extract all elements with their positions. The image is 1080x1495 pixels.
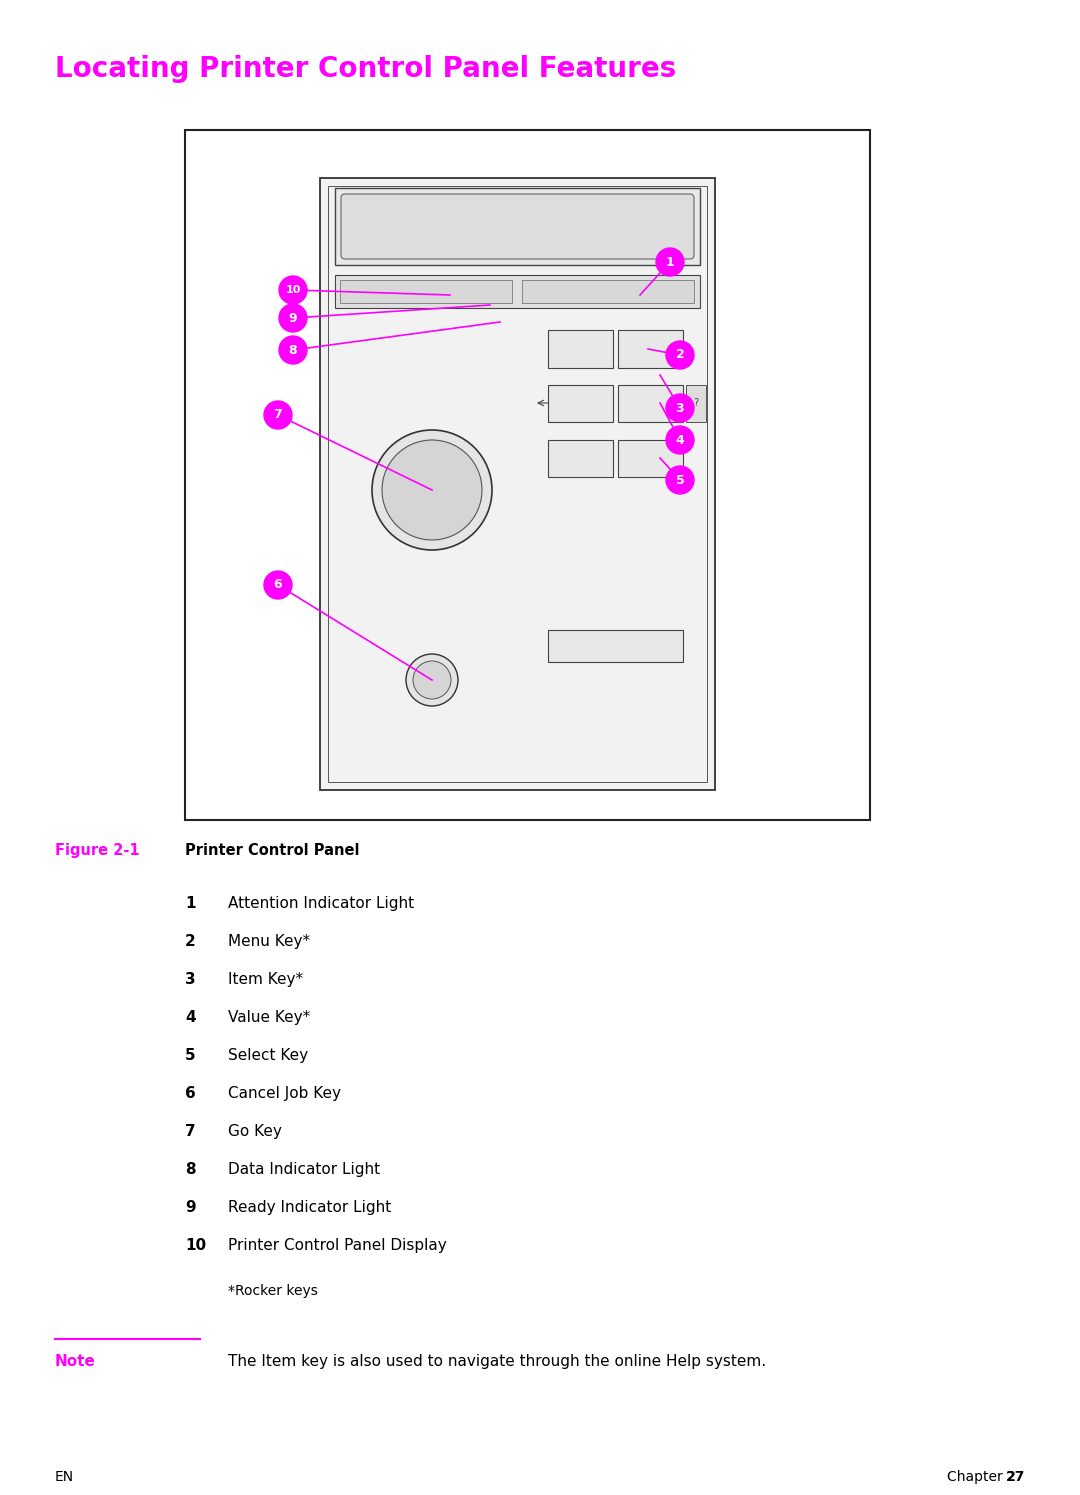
- Text: The Item key is also used to navigate through the online Help system.: The Item key is also used to navigate th…: [228, 1354, 766, 1369]
- Bar: [335, 275, 700, 308]
- Text: Figure 2-1: Figure 2-1: [55, 843, 139, 858]
- Bar: [618, 386, 683, 422]
- FancyBboxPatch shape: [341, 194, 694, 259]
- Text: Printer Control Panel Display: Printer Control Panel Display: [228, 1238, 447, 1253]
- Circle shape: [666, 426, 694, 454]
- Bar: [548, 330, 613, 368]
- Text: 5: 5: [676, 474, 685, 486]
- Circle shape: [279, 303, 307, 332]
- Circle shape: [666, 466, 694, 493]
- Bar: [618, 440, 683, 477]
- Text: 5: 5: [185, 1048, 195, 1063]
- Text: Value Key*: Value Key*: [228, 1011, 310, 1026]
- Text: 2: 2: [185, 934, 195, 949]
- Text: 8: 8: [288, 344, 297, 356]
- Text: Item Key*: Item Key*: [228, 972, 303, 987]
- Text: 1: 1: [185, 896, 195, 910]
- Text: 6: 6: [273, 579, 282, 592]
- Bar: [320, 178, 715, 789]
- Circle shape: [666, 395, 694, 422]
- Text: Select Key: Select Key: [228, 1048, 308, 1063]
- Circle shape: [656, 248, 684, 277]
- Circle shape: [382, 440, 482, 540]
- Bar: [340, 280, 512, 303]
- Circle shape: [264, 571, 292, 599]
- Text: *Rocker keys: *Rocker keys: [228, 1284, 318, 1298]
- Text: 27: 27: [1005, 1470, 1025, 1485]
- Bar: [548, 629, 683, 662]
- Text: EN: EN: [55, 1470, 75, 1485]
- Text: 9: 9: [185, 1200, 195, 1215]
- Bar: [335, 188, 700, 265]
- Text: 4: 4: [676, 434, 685, 447]
- Bar: [686, 386, 706, 422]
- Circle shape: [666, 341, 694, 369]
- Text: Menu Key*: Menu Key*: [228, 934, 310, 949]
- Text: 8: 8: [185, 1162, 195, 1177]
- Text: 3: 3: [185, 972, 195, 987]
- Text: 6: 6: [185, 1085, 195, 1100]
- Circle shape: [406, 653, 458, 706]
- Text: 7: 7: [273, 408, 282, 422]
- Circle shape: [372, 431, 492, 550]
- Circle shape: [279, 277, 307, 303]
- Text: Printer Control Panel: Printer Control Panel: [185, 843, 360, 858]
- Text: 7: 7: [185, 1124, 195, 1139]
- Circle shape: [413, 661, 451, 700]
- Text: 9: 9: [288, 311, 297, 324]
- Circle shape: [279, 336, 307, 363]
- Bar: [548, 440, 613, 477]
- Text: Data Indicator Light: Data Indicator Light: [228, 1162, 380, 1177]
- Bar: [328, 185, 707, 782]
- Text: Cancel Job Key: Cancel Job Key: [228, 1085, 341, 1100]
- Bar: [548, 386, 613, 422]
- Text: 1: 1: [665, 256, 674, 269]
- Text: Ready Indicator Light: Ready Indicator Light: [228, 1200, 391, 1215]
- Text: 2: 2: [676, 348, 685, 362]
- Bar: [618, 330, 683, 368]
- Circle shape: [264, 401, 292, 429]
- Text: 3: 3: [676, 402, 685, 414]
- Text: ?: ?: [693, 398, 699, 408]
- Text: 10: 10: [285, 286, 300, 295]
- Text: Go Key: Go Key: [228, 1124, 282, 1139]
- Text: Chapter 2: Chapter 2: [947, 1470, 1025, 1485]
- Bar: [185, 130, 870, 819]
- Bar: [522, 280, 694, 303]
- Text: Attention Indicator Light: Attention Indicator Light: [228, 896, 414, 910]
- Text: 10: 10: [185, 1238, 206, 1253]
- Text: Locating Printer Control Panel Features: Locating Printer Control Panel Features: [55, 55, 676, 84]
- Text: Note: Note: [55, 1354, 96, 1369]
- Text: 4: 4: [185, 1011, 195, 1026]
